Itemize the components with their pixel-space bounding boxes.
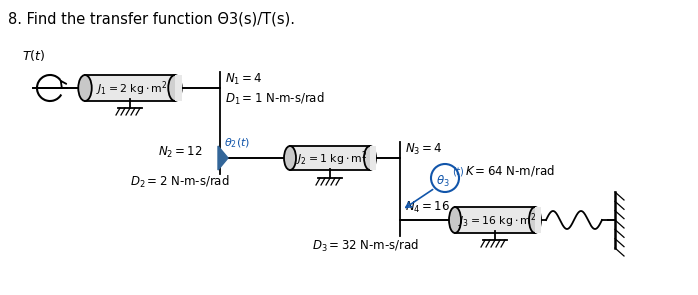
- Ellipse shape: [449, 207, 461, 233]
- Text: $J_2 = 1\ \mathrm{kg \cdot m^2}$: $J_2 = 1\ \mathrm{kg \cdot m^2}$: [296, 150, 368, 168]
- Text: $J_1 = 2\ \mathrm{kg \cdot m^2}$: $J_1 = 2\ \mathrm{kg \cdot m^2}$: [96, 80, 168, 98]
- Ellipse shape: [168, 75, 181, 101]
- Text: 8. Find the transfer function Θ3(s)/T(s).: 8. Find the transfer function Θ3(s)/T(s)…: [8, 12, 295, 27]
- Text: $(t)$: $(t)$: [452, 165, 465, 178]
- Ellipse shape: [284, 146, 296, 170]
- Text: $N_3 = 4$: $N_3 = 4$: [405, 142, 443, 157]
- Text: $T(t)$: $T(t)$: [22, 48, 45, 63]
- Bar: [455, 207, 535, 233]
- Bar: [85, 75, 175, 101]
- Text: $\theta_2(t)$: $\theta_2(t)$: [224, 136, 250, 150]
- Ellipse shape: [529, 207, 541, 233]
- Text: $N_1 = 4$: $N_1 = 4$: [225, 72, 262, 87]
- Text: $K = 64\ \mathrm{N\text{-}m/rad}$: $K = 64\ \mathrm{N\text{-}m/rad}$: [465, 163, 555, 178]
- Bar: [290, 146, 370, 170]
- Polygon shape: [218, 146, 228, 170]
- Text: $D_3 = 32\ \mathrm{N\text{-}m\text{-}s/rad}$: $D_3 = 32\ \mathrm{N\text{-}m\text{-}s/r…: [312, 238, 419, 254]
- Ellipse shape: [78, 75, 91, 101]
- Text: $\theta_3$: $\theta_3$: [436, 173, 450, 189]
- Text: $D_2 = 2\ \mathrm{N\text{-}m\text{-}s/rad}$: $D_2 = 2\ \mathrm{N\text{-}m\text{-}s/ra…: [130, 174, 230, 190]
- Bar: [175, 75, 182, 101]
- Text: $N_2 = 12$: $N_2 = 12$: [158, 145, 202, 160]
- Text: $J_3 = 16\ \mathrm{kg \cdot m^2}$: $J_3 = 16\ \mathrm{kg \cdot m^2}$: [458, 212, 536, 230]
- Bar: [370, 146, 376, 170]
- Bar: [535, 207, 542, 233]
- Ellipse shape: [364, 146, 376, 170]
- Text: $D_1 = 1\ \mathrm{N\text{-}m\text{-}s/rad}$: $D_1 = 1\ \mathrm{N\text{-}m\text{-}s/ra…: [225, 91, 325, 107]
- Text: $N_4 = 16$: $N_4 = 16$: [405, 200, 450, 215]
